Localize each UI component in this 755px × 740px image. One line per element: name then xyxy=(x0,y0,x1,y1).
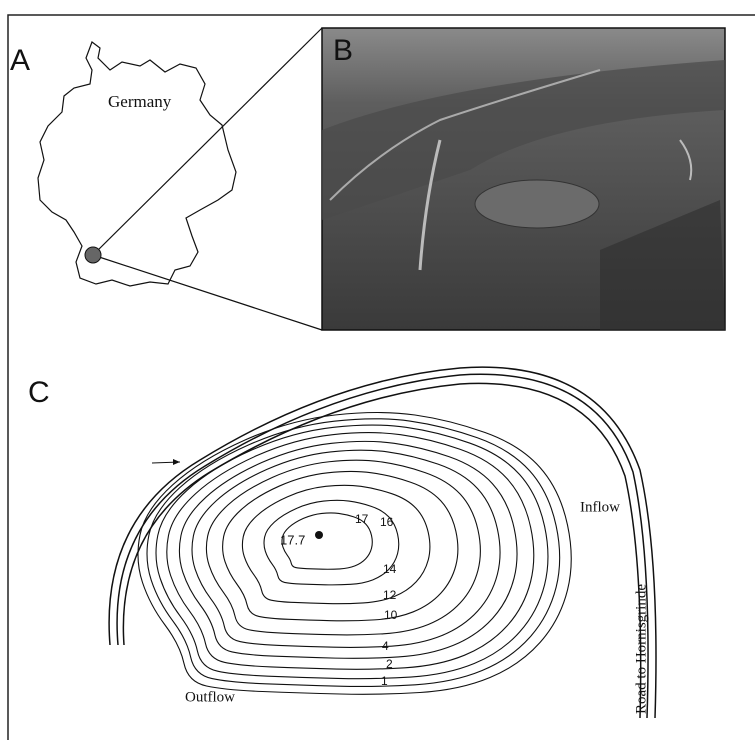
location-marker xyxy=(84,246,102,264)
forest xyxy=(322,60,725,220)
road-label: Road to Hornisgrinde xyxy=(633,584,649,714)
road-edge xyxy=(116,373,649,719)
road xyxy=(329,69,601,201)
road xyxy=(418,139,442,271)
contour xyxy=(137,411,572,695)
zoom-line xyxy=(92,27,323,256)
depth-label: 17 xyxy=(355,512,369,526)
road-edge xyxy=(122,382,642,719)
depth-label: 4 xyxy=(382,639,389,653)
frame xyxy=(7,14,755,740)
arrow-head xyxy=(173,459,180,465)
contour xyxy=(191,449,501,648)
contour xyxy=(281,512,373,570)
contour xyxy=(166,432,535,670)
depth-label: 14 xyxy=(383,562,397,576)
contour xyxy=(241,484,431,605)
depth-label: 2 xyxy=(386,657,393,671)
outflow-label: Outflow xyxy=(185,689,235,705)
contour-lines xyxy=(137,411,572,695)
aerial-photo xyxy=(321,27,726,331)
road-lines xyxy=(108,366,657,719)
germany-outline xyxy=(37,41,237,287)
contour xyxy=(263,499,400,586)
contour xyxy=(146,418,561,688)
lake xyxy=(474,179,600,229)
inflow-label: Inflow xyxy=(580,499,620,515)
forest xyxy=(600,200,725,330)
contour xyxy=(205,459,481,636)
north-arrow xyxy=(151,459,181,465)
panel-label: C xyxy=(28,376,50,409)
road-edge xyxy=(108,366,657,719)
road xyxy=(679,139,693,181)
depth-label: 17.7 xyxy=(280,532,305,547)
depth-label: 12 xyxy=(383,588,397,602)
panel-label: B xyxy=(333,34,353,67)
depth-label: 16 xyxy=(380,515,394,529)
depth-label: 10 xyxy=(384,608,398,622)
contour xyxy=(222,470,459,622)
deepest-point xyxy=(315,531,323,539)
panel-label: A xyxy=(10,44,30,77)
contour xyxy=(178,440,518,659)
depth-label: 1 xyxy=(381,674,388,688)
contour xyxy=(155,424,549,680)
zoom-line xyxy=(92,254,323,331)
country-label: Germany xyxy=(108,92,172,111)
